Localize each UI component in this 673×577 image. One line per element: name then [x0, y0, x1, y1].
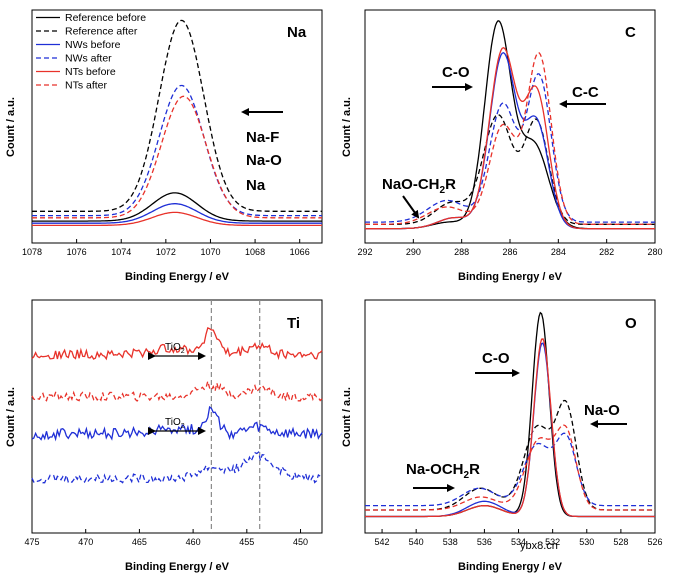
x-tick-label: 470 — [78, 537, 93, 547]
series-line-nts-after — [31, 378, 323, 403]
panel-ti: 475 470 465 460 455 450 Ti Binding Energy / e… — [5, 299, 323, 573]
annotation-tio2: TiO2 — [165, 342, 185, 355]
annotation-tio2: TiO2 — [165, 417, 185, 430]
x-tick-label: 528 — [613, 537, 628, 547]
annotation-na-och2r: Na-OCH2R — [406, 461, 480, 481]
x-tick-label: 288 — [454, 247, 469, 257]
x-tick-label: 542 — [375, 537, 390, 547]
series-line-nws-before — [32, 203, 322, 224]
x-tick-label: 1074 — [111, 247, 131, 257]
plot-frame — [31, 299, 323, 534]
series-line-nws-after — [32, 84, 322, 217]
traces — [365, 311, 655, 518]
reference-lines — [210, 300, 261, 533]
panel-label: Ti — [287, 315, 300, 332]
x-tick-label: 455 — [239, 537, 254, 547]
plot-frame — [364, 299, 656, 534]
watermark: ybx8.cn — [520, 540, 558, 552]
series-line-nts-before — [32, 211, 322, 227]
legend-label: NWs after — [65, 53, 112, 65]
x-tick-label: 1070 — [200, 247, 220, 257]
annotation-na-o: Na-O — [584, 402, 620, 419]
panel-label: Na — [287, 24, 307, 41]
x-tick-label: 290 — [406, 247, 421, 257]
traces — [365, 20, 655, 230]
series-line-nts-before — [365, 46, 655, 230]
annotation-na-f: Na-F — [246, 129, 279, 146]
x-tick-label: 460 — [186, 537, 201, 547]
series-line-reference-after — [32, 19, 322, 212]
legend-label: NWs before — [65, 39, 121, 51]
x-tick-label: 1072 — [156, 247, 176, 257]
annotation-na: Na — [246, 177, 266, 194]
series-line-nts-before — [365, 338, 655, 518]
x-tick-label: 284 — [551, 247, 566, 257]
legend-label: Reference before — [65, 12, 146, 24]
series-line-reference-before — [32, 192, 322, 222]
y-axis-title: Count / a.u. — [341, 387, 353, 447]
annotation-c-o: C-O — [482, 350, 510, 367]
annotation-naoch2r: NaO-CH2R — [382, 176, 456, 196]
x-tick-label: 526 — [647, 537, 662, 547]
x-ticks: 1078 1076 1074 1072 1070 1068 1066 — [22, 239, 310, 257]
series-line-nts-after — [365, 51, 655, 225]
y-axis-title: Count / a.u. — [341, 97, 353, 157]
x-axis-title: Binding Energy / eV — [125, 561, 230, 573]
x-ticks: 542 540 538 536 534 532 530 528 526 — [375, 529, 663, 547]
x-tick-label: 536 — [477, 537, 492, 547]
x-ticks: 292 290 288 286 284 282 280 — [357, 239, 663, 257]
series-line-nws-after — [365, 432, 655, 507]
x-tick-label: 450 — [293, 537, 308, 547]
x-tick-label: 532 — [545, 537, 560, 547]
x-tick-label: 530 — [579, 537, 594, 547]
y-axis-title: Count / a.u. — [5, 97, 17, 157]
annotation-na-o: Na-O — [246, 152, 282, 169]
x-tick-label: 280 — [647, 247, 662, 257]
x-tick-label: 286 — [502, 247, 517, 257]
y-axis-title: Count / a.u. — [5, 387, 17, 447]
plot-frame — [31, 9, 323, 244]
annotation-c-c: C-C — [572, 84, 599, 101]
x-tick-label: 1068 — [245, 247, 265, 257]
x-axis-title: Binding Energy / eV — [125, 271, 230, 283]
x-tick-label: 475 — [24, 537, 39, 547]
x-tick-label: 282 — [599, 247, 614, 257]
x-ticks: 475 470 465 460 455 450 — [24, 529, 308, 547]
x-tick-label: 1076 — [67, 247, 87, 257]
series-line-nws-before — [365, 342, 655, 518]
x-tick-label: 1066 — [290, 247, 310, 257]
panel-c: 292 290 288 286 284 282 280 C Binding Energy /… — [341, 9, 663, 283]
panel-na: 1078 1076 1074 1072 1070 1068 1066 Na Binding … — [5, 9, 323, 283]
x-axis-title: Binding Energy / eV — [458, 561, 563, 573]
traces — [32, 19, 322, 227]
legend-label: NTs before — [65, 66, 116, 78]
panel-label: O — [625, 315, 637, 332]
series-line-nts-after — [32, 95, 322, 219]
x-tick-label: 540 — [409, 537, 424, 547]
annotation-arrow — [402, 195, 420, 219]
annotation-c-o: C-O — [442, 64, 470, 81]
x-tick-label: 292 — [357, 247, 372, 257]
series-line-nws-after — [31, 450, 323, 485]
x-tick-label: 538 — [443, 537, 458, 547]
panel-o: 542 540 538 536 534 532 530 528 526 O Binding En… — [341, 299, 663, 573]
x-tick-label: 1078 — [22, 247, 42, 257]
legend-label: NTs after — [65, 80, 108, 92]
x-tick-label: 465 — [132, 537, 147, 547]
series-line-nws-after — [365, 73, 655, 223]
series-line-reference-after — [365, 114, 655, 225]
x-tick-label: 534 — [511, 537, 526, 547]
series-line-nts-after — [365, 424, 655, 511]
plot-frame — [364, 9, 656, 244]
panel-label: C — [625, 24, 636, 41]
x-axis-title: Binding Energy / eV — [458, 271, 563, 283]
series-line-reference-before — [365, 20, 655, 230]
legend-label: Reference after — [65, 26, 138, 38]
